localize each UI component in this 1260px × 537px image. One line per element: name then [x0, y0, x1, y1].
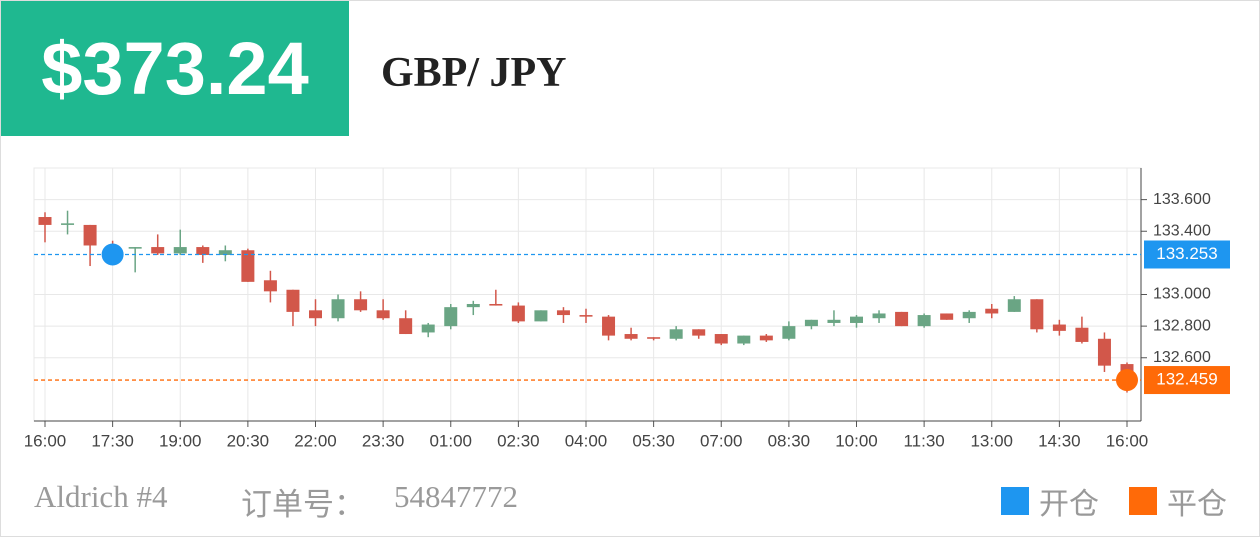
- candle-body: [534, 310, 548, 322]
- candle-body: [196, 247, 210, 255]
- marker-value-label: 132.459: [1156, 370, 1217, 389]
- account-name: Aldrich #4: [34, 479, 168, 514]
- x-tick-label: 16:00: [1106, 431, 1149, 450]
- y-tick-label: 132.800: [1153, 317, 1211, 334]
- legend-label: 开仓: [1039, 487, 1099, 522]
- candle-body: [827, 319, 841, 323]
- order-number: 54847772: [394, 479, 518, 514]
- candle-body: [985, 308, 999, 314]
- legend-swatch: [1001, 487, 1029, 515]
- order-label: 订单号：: [241, 487, 365, 522]
- candle-body: [917, 315, 931, 327]
- x-tick-label: 07:00: [700, 431, 743, 450]
- x-tick-label: 02:30: [497, 431, 540, 450]
- x-tick-label: 20:30: [227, 431, 270, 450]
- candle-body: [421, 324, 435, 333]
- y-tick-label: 133.600: [1153, 191, 1211, 208]
- candle-body: [1075, 327, 1089, 342]
- candle-body: [692, 329, 706, 336]
- candle-body: [782, 326, 796, 339]
- x-tick-label: 05:30: [632, 431, 675, 450]
- candle-body: [444, 307, 458, 327]
- candle-body: [286, 289, 300, 312]
- y-tick-label: 132.600: [1153, 349, 1211, 366]
- x-tick-label: 19:00: [159, 431, 202, 450]
- legend-item: 开仓: [1001, 479, 1099, 523]
- candle-body: [466, 303, 480, 308]
- pair: GBP/ JPY: [381, 50, 567, 96]
- y-tick-label: 133.400: [1153, 222, 1211, 239]
- candle-body: [1030, 299, 1044, 330]
- x-tick-label: 10:00: [835, 431, 878, 450]
- candle-body: [38, 217, 52, 225]
- x-tick-label: 01:00: [429, 431, 472, 450]
- candle-body: [511, 305, 525, 322]
- candle-body: [128, 247, 142, 249]
- candle-body: [624, 334, 638, 339]
- price: $373.24: [1, 1, 349, 136]
- candle-body: [602, 316, 616, 336]
- marker-value-label: 133.253: [1156, 244, 1217, 263]
- marker-dot: [1116, 369, 1138, 392]
- candle-body: [556, 310, 570, 316]
- candle-body: [737, 335, 751, 344]
- candle-body: [759, 335, 773, 341]
- candle-body: [895, 311, 909, 327]
- candle-body: [489, 303, 503, 306]
- candle-body: [850, 316, 863, 323]
- marker-value-box: [1144, 366, 1230, 395]
- candle-body: [1097, 338, 1111, 366]
- x-tick-label: 16:00: [24, 431, 67, 450]
- x-tick-label: 13:00: [970, 431, 1013, 450]
- legend: 开仓 平仓: [1001, 479, 1227, 523]
- candle-body: [940, 313, 954, 320]
- marker-value-box: [1144, 240, 1230, 269]
- x-tick-label: 17:30: [91, 431, 134, 450]
- candle-body: [1052, 324, 1066, 331]
- candle-body: [309, 310, 322, 319]
- candle-body: [354, 299, 368, 311]
- candle-body: [399, 318, 413, 335]
- candle-body: [714, 334, 728, 344]
- candle-body: [579, 315, 593, 317]
- x-tick-label: 11:30: [903, 431, 944, 450]
- legend-label: 平仓: [1167, 487, 1227, 522]
- x-tick-label: 23:30: [362, 431, 405, 450]
- x-tick-label: 08:30: [768, 431, 811, 450]
- candle-body: [241, 250, 255, 282]
- marker-dot: [101, 243, 124, 266]
- x-tick-label: 04:00: [565, 431, 608, 450]
- candle-body: [872, 313, 886, 319]
- legend-item: 平仓: [1129, 479, 1227, 523]
- x-tick-label: 14:30: [1038, 431, 1081, 450]
- candle-body: [173, 247, 187, 254]
- candle-body: [804, 319, 818, 327]
- candle-body: [647, 337, 661, 339]
- candle-body: [83, 224, 97, 246]
- candle-body: [376, 310, 390, 319]
- y-tick-label: 133.000: [1153, 286, 1211, 303]
- candle-body: [962, 311, 976, 319]
- candle-body: [151, 247, 165, 254]
- x-tick-label: 22:00: [294, 431, 337, 450]
- candle-body: [61, 223, 75, 225]
- candle-body: [1007, 299, 1021, 312]
- candle-body: [218, 250, 232, 255]
- candle-body: [263, 280, 277, 292]
- candle-body: [331, 299, 345, 319]
- candle-body: [669, 329, 683, 339]
- legend-swatch: [1129, 487, 1157, 515]
